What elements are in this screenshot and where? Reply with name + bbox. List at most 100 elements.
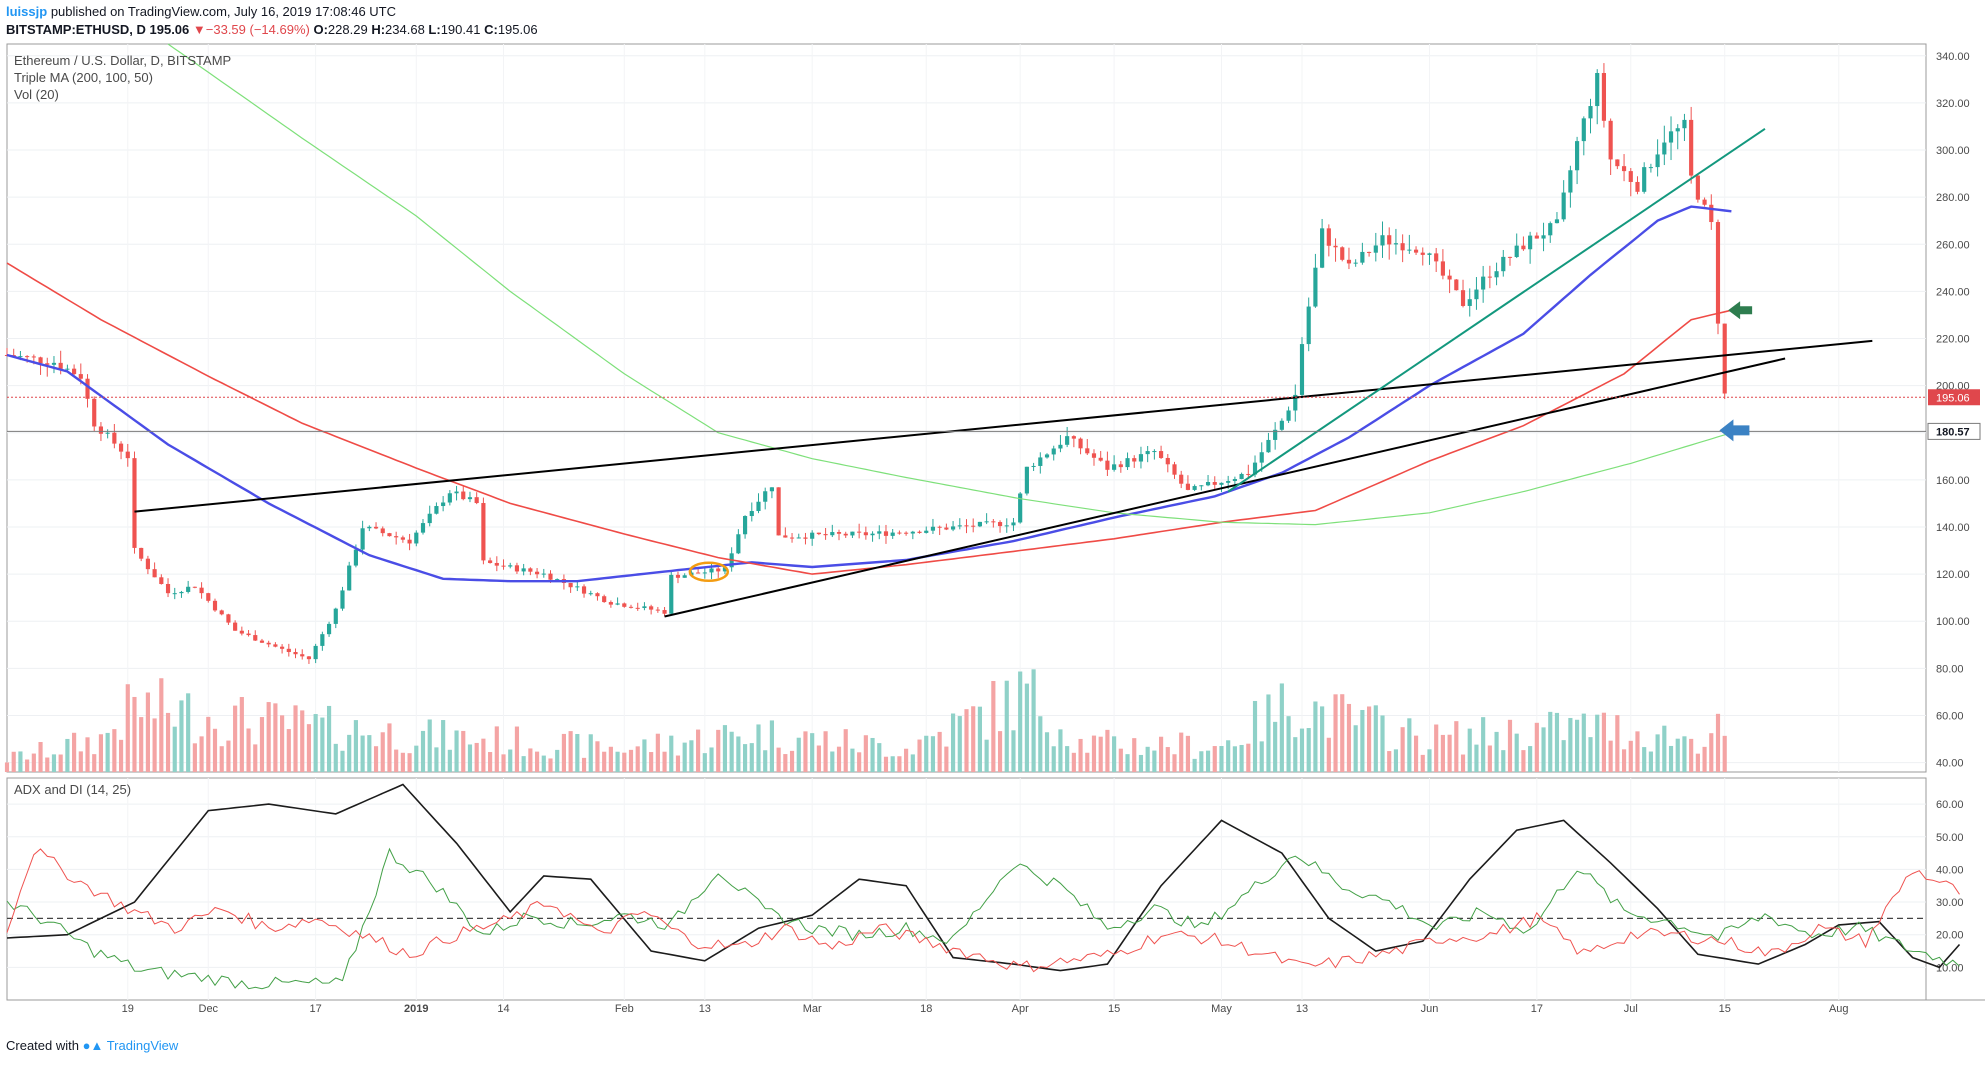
volume-bar <box>1159 736 1164 772</box>
volume-bar <box>18 751 23 772</box>
volume-bar <box>1058 729 1063 772</box>
volume-bar <box>1655 734 1660 772</box>
volume-bar <box>1642 747 1647 772</box>
volume-bar <box>1561 740 1566 772</box>
candle-body <box>1031 465 1036 467</box>
volume-bar <box>199 736 204 772</box>
volume-bar <box>286 729 291 772</box>
volume-bar <box>1098 736 1103 772</box>
candle-body <box>239 630 244 634</box>
volume-bar <box>991 680 996 772</box>
candle-body <box>78 374 83 379</box>
volume-bar <box>1715 713 1721 772</box>
candle-body <box>172 593 177 595</box>
volume-bar <box>85 737 90 772</box>
time-tick-label: Apr <box>1012 1003 1029 1015</box>
volume-bar <box>1031 669 1036 772</box>
volume-bar <box>1293 737 1298 772</box>
candle-body <box>1400 243 1405 251</box>
volume-bar <box>581 757 587 772</box>
candle-body <box>588 593 593 595</box>
volume-bar <box>51 754 57 772</box>
volume-bar <box>622 752 627 772</box>
candle-body <box>98 426 104 434</box>
price-tick-label: 80.00 <box>1936 663 1964 675</box>
volume-bar <box>461 730 466 772</box>
candle-body <box>1413 249 1419 253</box>
down-triangle-icon: ▼ <box>192 22 206 37</box>
candle-body <box>883 531 889 536</box>
candle-body <box>930 526 936 531</box>
candle-body <box>615 603 620 605</box>
candle-body <box>92 398 97 427</box>
volume-bar <box>1413 735 1419 772</box>
candle-body <box>1212 482 1217 485</box>
volume-bar <box>112 729 117 772</box>
volume-bar <box>863 735 868 772</box>
volume-bar <box>1507 719 1513 772</box>
legend-triple-ma: Triple MA (200, 100, 50) <box>14 70 153 85</box>
candle-body <box>1380 235 1385 246</box>
volume-bar <box>11 751 16 772</box>
volume-bar <box>293 705 298 772</box>
volume-bar <box>1689 738 1694 772</box>
candle-body <box>1199 485 1204 487</box>
candle-body <box>642 606 647 609</box>
candle-body <box>1306 306 1311 345</box>
volume-bar <box>810 733 815 772</box>
candle-body <box>964 525 969 527</box>
volume-bar <box>1467 728 1472 772</box>
volume-bar <box>649 752 654 772</box>
candle-body <box>655 609 660 611</box>
volume-bar <box>669 735 674 772</box>
volume-bar <box>45 757 50 772</box>
volume-bar <box>1702 746 1707 772</box>
volume-bar <box>92 754 97 772</box>
candle-body <box>1273 429 1278 440</box>
volume-bar <box>1279 683 1284 772</box>
candle-body <box>897 532 902 534</box>
candle-body <box>1192 486 1197 490</box>
candle-body <box>1682 119 1687 129</box>
volume-bar <box>152 718 157 772</box>
volume-bar <box>1333 694 1338 772</box>
candle-body <box>1521 245 1526 250</box>
volume-bar <box>1521 750 1526 772</box>
author-name[interactable]: luissjp <box>6 4 48 19</box>
volume-bar <box>1172 754 1177 772</box>
tradingview-brand[interactable]: TradingView <box>106 1038 179 1053</box>
volume-bar <box>843 729 848 772</box>
volume-bar <box>1299 728 1305 772</box>
time-tick-label: Jun <box>1421 1003 1439 1015</box>
candle-body <box>394 536 399 538</box>
candle-body <box>139 547 144 559</box>
volume-bar <box>1581 713 1586 772</box>
candle-body <box>514 565 520 572</box>
time-tick-label: 13 <box>699 1003 711 1015</box>
price-tick-label: 240.00 <box>1936 286 1970 298</box>
volume-bar <box>904 748 909 772</box>
candle-body <box>1427 253 1432 255</box>
candle-body <box>816 532 821 535</box>
candle-body <box>951 526 956 530</box>
volume-bar <box>1313 701 1318 772</box>
time-tick-label: 2019 <box>404 1003 428 1015</box>
candle-body <box>977 521 982 527</box>
candle-body <box>1112 464 1117 470</box>
candle-body <box>373 526 379 529</box>
volume-bar <box>139 717 144 772</box>
volume-bar <box>877 743 882 772</box>
volume-bar <box>226 740 231 772</box>
volume-bar <box>313 714 318 772</box>
candle-body <box>340 590 345 609</box>
candle-body <box>293 652 298 655</box>
volume-bar <box>340 750 345 772</box>
candle-body <box>1440 261 1445 276</box>
candle-body <box>186 586 191 592</box>
volume-bar <box>1427 749 1432 772</box>
volume-bar <box>561 733 566 772</box>
volume-bar <box>441 720 446 772</box>
volume-bar <box>508 749 513 772</box>
volume-bar <box>1528 746 1533 772</box>
volume-bar <box>1078 738 1083 772</box>
